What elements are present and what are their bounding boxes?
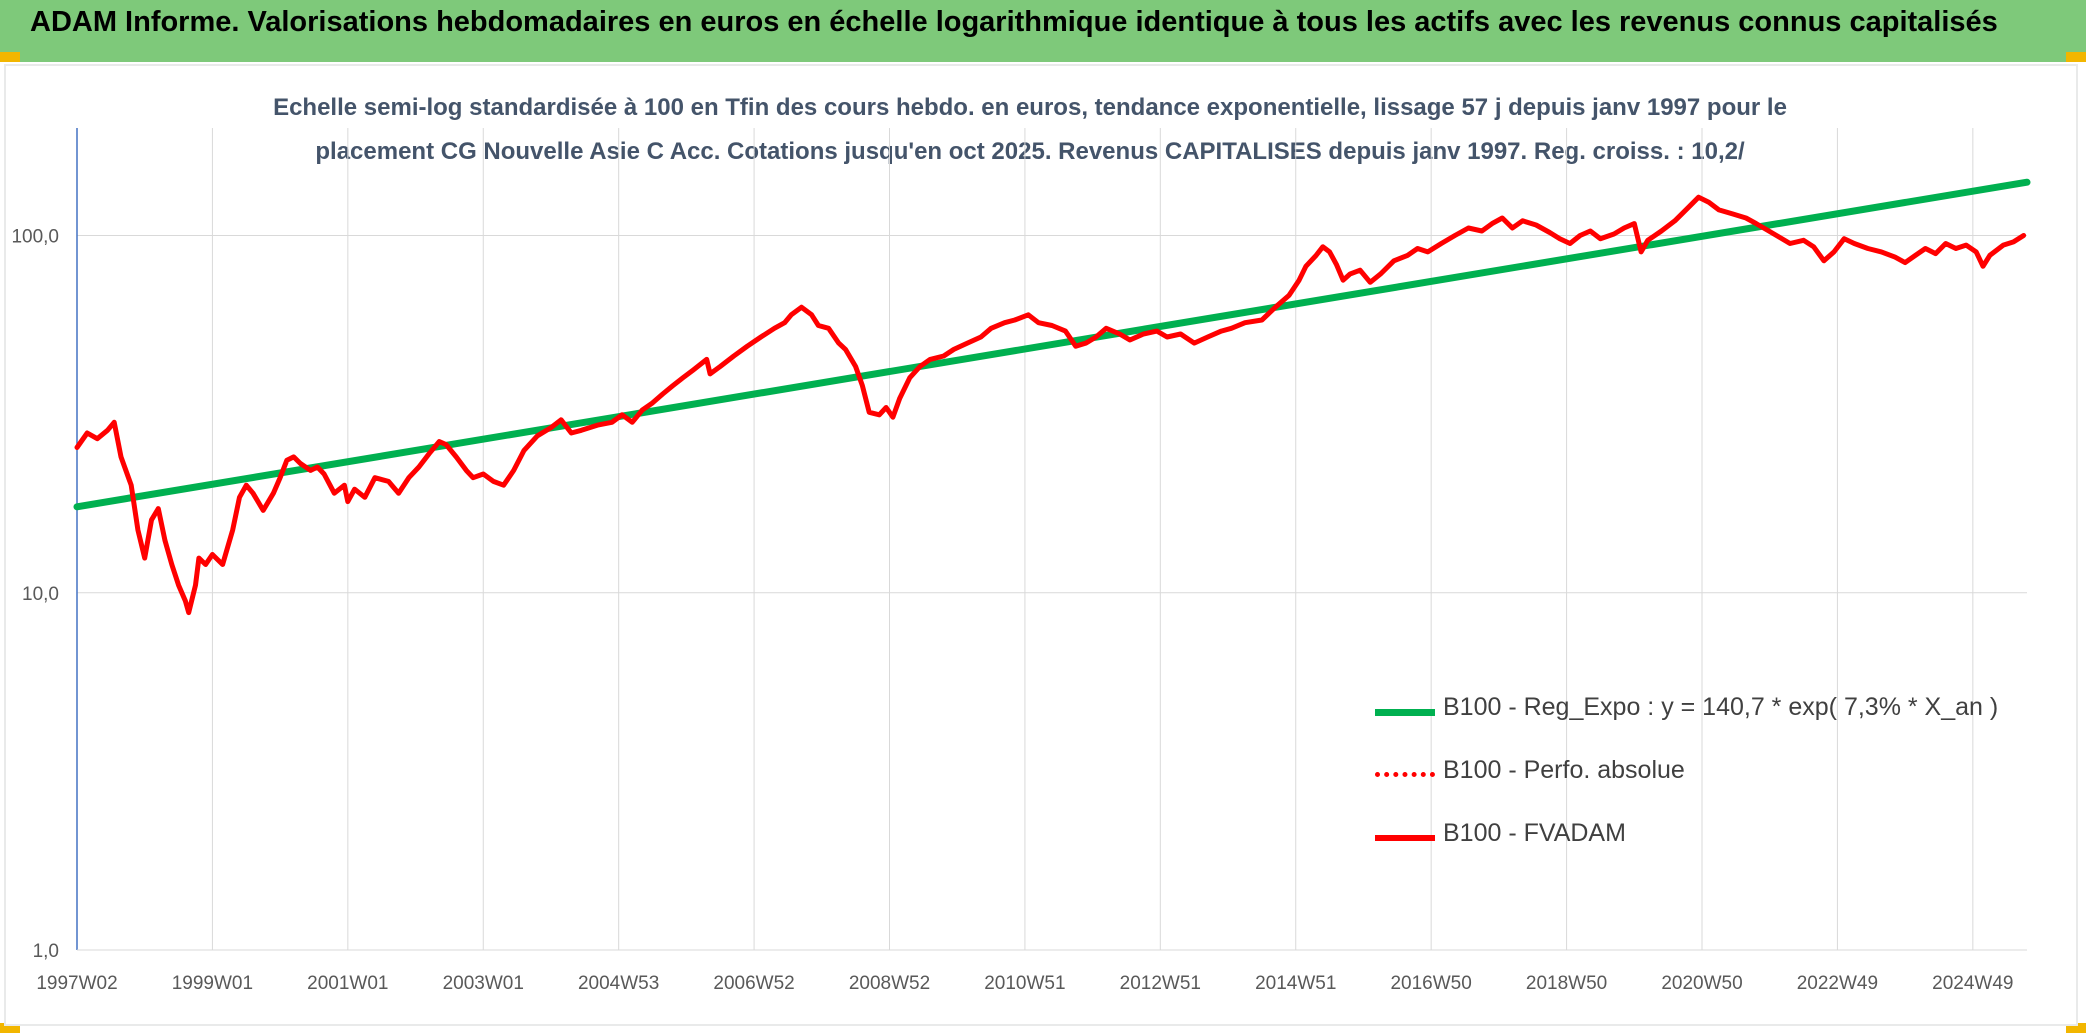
x-tick-label: 2016W50 (1390, 973, 1471, 994)
regression-line (73, 178, 2031, 511)
corner-marker-bottom-right (2066, 1023, 2086, 1033)
chart-title: Echelle semi-log standardisée à 100 en T… (250, 86, 1810, 174)
x-tick-label: 2006W52 (713, 973, 794, 994)
top-banner: ADAM Informe. Valorisations hebdomadaire… (0, 0, 2086, 62)
corner-marker-top-left (0, 52, 20, 62)
x-tick-label: 2022W49 (1797, 973, 1878, 994)
legend-label-perfo-absolue: B100 - Perfo. absolue (1443, 756, 1685, 784)
y-tick-label: 1,0 (33, 941, 59, 962)
x-tick-label: 2020W50 (1661, 973, 1742, 994)
y-tick-label: 10,0 (22, 584, 59, 605)
x-tick-label: 2003W01 (443, 973, 524, 994)
chart-title-line-1: Echelle semi-log standardisée à 100 en T… (273, 94, 1787, 121)
x-tick-label: 2008W52 (849, 973, 930, 994)
legend-label-fvadam: B100 - FVADAM (1443, 819, 1626, 847)
legend-label-regression: B100 - Reg_Expo : y = 140,7 * exp( 7,3% … (1443, 693, 1999, 721)
x-tick-label: 2024W49 (1932, 973, 2013, 994)
y-tick-label: 100,0 (11, 227, 59, 248)
x-tick-label: 2018W50 (1526, 973, 1607, 994)
legend-swatch-regression (1375, 709, 1435, 716)
x-tick-label: 2010W51 (984, 973, 1065, 994)
chart-frame (4, 64, 2078, 1026)
legend-swatch-fvadam (1375, 835, 1435, 841)
x-tick-label: 1999W01 (172, 973, 253, 994)
x-tick-label: 2004W53 (578, 973, 659, 994)
x-tick-label: 2014W51 (1255, 973, 1336, 994)
corner-marker-top-right (2066, 52, 2086, 62)
legend-swatch-perfo-absolue (1375, 772, 1435, 777)
x-tick-label: 2001W01 (307, 973, 388, 994)
chart-title-line-2: placement CG Nouvelle Asie C Acc. Cotati… (315, 138, 1745, 165)
fvadam-line (74, 194, 2027, 616)
banner-title: ADAM Informe. Valorisations hebdomadaire… (30, 6, 1998, 38)
x-tick-label: 2012W51 (1120, 973, 1201, 994)
x-tick-label: 1997W02 (36, 973, 117, 994)
corner-marker-bottom-left (0, 1023, 20, 1033)
